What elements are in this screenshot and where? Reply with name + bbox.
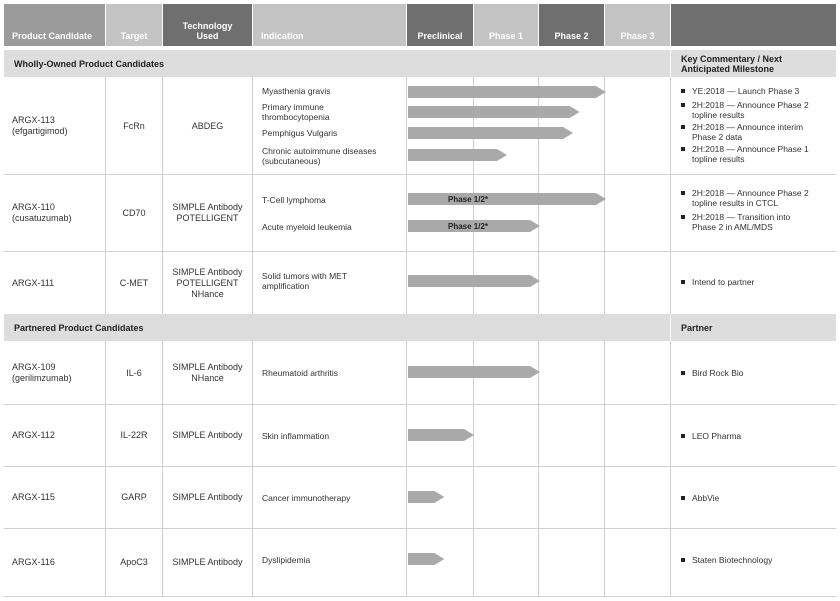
- section-partnered: Partnered Product Candidates: [4, 314, 670, 341]
- indication-label: Pemphigus Vulgaris: [262, 128, 338, 138]
- grid-line: [252, 341, 253, 596]
- commentary-list: YE:2018 — Launch Phase 3 2H:2018 — Annou…: [676, 86, 836, 164]
- partner-item: AbbVie: [676, 493, 836, 503]
- section-wholly-owned: Wholly-Owned Product Candidates: [4, 50, 670, 77]
- candidate-argx-110: ARGX-110 (cusatuzumab): [12, 202, 72, 223]
- target-cell: FcRn: [123, 120, 145, 131]
- progress-arrow: [408, 366, 540, 378]
- candidate-argx-111: ARGX-111: [12, 277, 55, 288]
- header-target: Target: [106, 4, 162, 46]
- candidate-argx-112: ARGX-112: [12, 430, 55, 440]
- grid-line: [105, 77, 106, 314]
- indication-label: Primary immune thrombocytopenia: [262, 102, 330, 122]
- header-technology: Technology Used: [163, 4, 252, 46]
- commentary-item: 2H:2018 — Announce Phase 1 topline resul…: [676, 144, 812, 164]
- grid-line: [406, 341, 407, 596]
- candidate-argx-116: ARGX-116: [12, 557, 55, 567]
- commentary-item: 2H:2018 — Announce interim Phase 2 data: [676, 122, 812, 142]
- grid-line: [473, 341, 474, 596]
- row-divider: [4, 466, 836, 467]
- technology-cell: SIMPLE Antibody: [172, 492, 243, 502]
- grid-line: [538, 341, 539, 596]
- grid-line: [670, 341, 671, 596]
- partner-list: Bird Rock Bio: [676, 368, 836, 378]
- indication-label: Solid tumors with MET amplification: [262, 271, 347, 291]
- commentary-item: 2H:2018 — Announce Phase 2 topline resul…: [676, 100, 812, 120]
- progress-arrow: [408, 149, 507, 161]
- indication-label: Myasthenia gravis: [262, 86, 331, 96]
- progress-arrow: [408, 429, 474, 441]
- progress-arrow: [408, 193, 606, 205]
- target-cell: ApoC3: [120, 557, 148, 567]
- progress-arrow: [408, 220, 540, 232]
- row-divider: [4, 404, 836, 405]
- header-commentary: Key Commentary / Next Anticipated Milest…: [671, 50, 836, 77]
- row-divider: [4, 596, 836, 597]
- candidate-argx-109: ARGX-109 (gerilimzumab): [12, 362, 72, 383]
- indication-label: Acute myeloid leukemia: [262, 222, 352, 232]
- commentary-list: Intend to partner: [676, 277, 836, 287]
- progress-arrow: [408, 553, 445, 565]
- grid-line: [162, 77, 163, 314]
- header-phase-2: Phase 2: [539, 4, 604, 46]
- progress-arrow: [408, 275, 540, 287]
- target-cell: GARP: [121, 492, 147, 502]
- progress-arrow: [408, 86, 606, 98]
- commentary-item: Intend to partner: [676, 277, 836, 287]
- indication-label: Skin inflammation: [262, 431, 330, 441]
- indication-label: T-Cell lymphoma: [262, 195, 326, 205]
- grid-line: [670, 77, 671, 314]
- progress-arrow-label: Phase 1/2*: [448, 195, 489, 204]
- header-product-candidate: Product Candidate: [4, 4, 105, 46]
- header-partner: Partner: [671, 314, 836, 341]
- indication-label: Dyslipidemia: [262, 555, 311, 565]
- progress-arrow: [408, 106, 580, 118]
- progress-arrow: [408, 127, 573, 139]
- header-phase-1: Phase 1: [474, 4, 538, 46]
- grid-line: [604, 77, 605, 314]
- header-preclinical: Preclinical: [407, 4, 473, 46]
- grid-line: [252, 77, 253, 314]
- target-cell: IL-6: [126, 367, 142, 378]
- target-cell: CD70: [122, 207, 146, 218]
- candidate-argx-113: ARGX-113 (efgartigimod): [12, 115, 68, 136]
- partner-item: LEO Pharma: [676, 431, 836, 441]
- technology-cell: ABDEG: [191, 120, 224, 131]
- header-phase-3: Phase 3: [605, 4, 670, 46]
- technology-cell: SIMPLE Antibody: [172, 430, 243, 440]
- row-divider: [4, 251, 836, 252]
- header-indication: Indication: [253, 4, 406, 46]
- technology-cell: SIMPLE Antibody POTELLIGENT NHance: [172, 266, 243, 299]
- progress-arrow-label: Phase 1/2*: [448, 222, 489, 231]
- commentary-item: 2H:2018 — Announce Phase 2 topline resul…: [676, 188, 817, 208]
- commentary-list: 2H:2018 — Announce Phase 2 topline resul…: [676, 188, 836, 232]
- technology-cell: SIMPLE Antibody NHance: [172, 362, 243, 383]
- row-divider: [4, 528, 836, 529]
- partner-list: LEO Pharma: [676, 431, 836, 441]
- partner-item: Bird Rock Bio: [676, 368, 836, 378]
- partner-list: Staten Biotechnology: [676, 555, 836, 565]
- partner-list: AbbVie: [676, 493, 836, 503]
- commentary-item: 2H:2018 — Transition into Phase 2 in AML…: [676, 212, 812, 232]
- commentary-item: YE:2018 — Launch Phase 3: [676, 86, 836, 96]
- target-cell: C-MET: [119, 277, 149, 288]
- indication-label: Cancer immunotherapy: [262, 493, 351, 503]
- indication-label: Rheumatoid arthritis: [262, 368, 339, 378]
- indication-label: Chronic autoimmune diseases (subcutaneou…: [262, 146, 377, 166]
- grid-line: [604, 341, 605, 596]
- target-cell: IL-22R: [120, 430, 148, 440]
- row-divider: [4, 174, 836, 175]
- grid-line: [406, 77, 407, 314]
- grid-line: [162, 341, 163, 596]
- candidate-argx-115: ARGX-115: [12, 492, 55, 502]
- partner-item: Staten Biotechnology: [676, 555, 836, 565]
- progress-arrow: [408, 491, 445, 503]
- grid-line: [105, 341, 106, 596]
- technology-cell: SIMPLE Antibody: [172, 557, 243, 567]
- technology-cell: SIMPLE Antibody POTELLIGENT: [172, 202, 243, 223]
- header-commentary-block: [671, 4, 836, 46]
